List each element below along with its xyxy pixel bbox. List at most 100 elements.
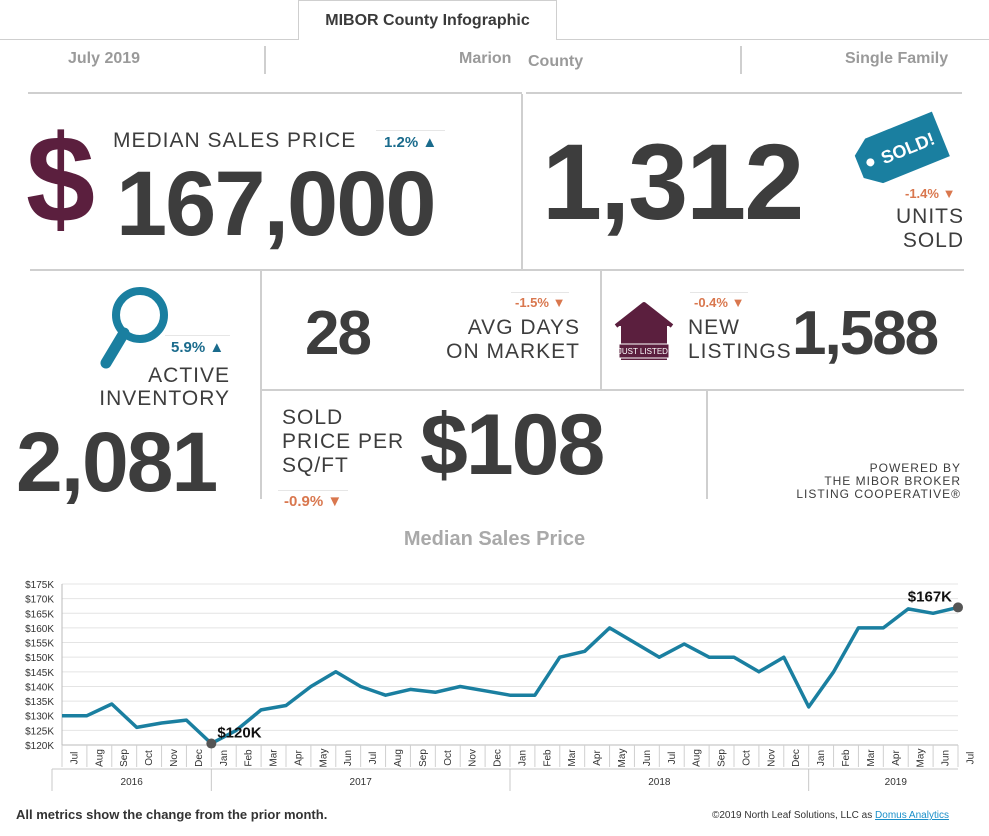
month-label: May xyxy=(318,749,329,768)
month-label: Oct xyxy=(443,750,454,766)
y-tick-label: $175K xyxy=(25,580,54,591)
month-label: Jul xyxy=(667,752,678,765)
month-label: Mar xyxy=(269,749,280,767)
month-label: Mar xyxy=(567,749,578,767)
avg-days-value: 28 xyxy=(305,299,372,368)
new-listings-value: 1,588 xyxy=(792,299,939,368)
median-price-chart: $120K $125K $130K $135K $140K $145K $150K $155K… xyxy=(25,580,976,791)
y-tick-label: $140K xyxy=(25,682,54,693)
grid-line xyxy=(28,92,522,94)
period-filter[interactable]: July 2019 xyxy=(68,50,141,67)
month-label: Jan xyxy=(816,750,827,766)
inventory-value: 2,081 xyxy=(16,415,218,509)
magnifier-icon xyxy=(100,287,168,369)
month-label: Jul xyxy=(368,752,379,765)
median-price-label: MEDIAN SALES PRICE xyxy=(113,129,357,152)
month-label: May xyxy=(617,749,628,768)
annotation-point xyxy=(953,602,963,613)
month-label: Aug xyxy=(94,749,105,767)
year-label: 2018 xyxy=(648,777,671,788)
powered-by: POWERED BY THE MIBOR BROKER LISTING COOP… xyxy=(796,461,961,501)
chart-title: Median Sales Price xyxy=(403,528,586,550)
month-label: Apr xyxy=(592,750,603,766)
tab-county-infographic[interactable]: MIBOR County Infographic xyxy=(298,0,557,40)
inventory-label-1: ACTIVE xyxy=(148,364,230,387)
sold-tag-icon: SOLD! xyxy=(854,111,950,184)
month-label: Apr xyxy=(293,750,304,766)
month-label: Jan xyxy=(517,750,528,766)
y-tick-label: $130K xyxy=(25,712,54,723)
property-type-filter[interactable]: Single Family xyxy=(845,50,949,67)
month-label: Oct xyxy=(741,750,752,766)
month-label: Aug xyxy=(692,749,703,767)
avg-days-label-1: AVG DAYS xyxy=(467,316,580,339)
just-listed-text: JUST LISTED! xyxy=(618,347,670,356)
month-label: Jan xyxy=(219,750,230,766)
grid-line xyxy=(260,271,262,499)
year-label: 2016 xyxy=(121,777,144,788)
new-listings-label-2: LISTINGS xyxy=(688,340,792,363)
sqft-label-3: SQ/FT xyxy=(282,454,349,477)
area-filter-type[interactable]: County xyxy=(528,53,584,70)
y-tick-label: $150K xyxy=(25,653,54,664)
y-tick-label: $125K xyxy=(25,726,54,737)
month-label: Jun xyxy=(941,750,952,766)
month-label: Dec xyxy=(791,749,802,767)
month-label: Feb xyxy=(244,749,255,767)
month-label: Jun xyxy=(642,750,653,766)
month-label: Feb xyxy=(841,749,852,767)
y-tick-label: $135K xyxy=(25,697,54,708)
month-label: Sep xyxy=(418,749,429,767)
units-sold-label-1: UNITS xyxy=(896,205,964,228)
month-label: Aug xyxy=(393,749,404,767)
y-tick-label: $165K xyxy=(25,609,54,620)
domus-analytics-link[interactable]: Domus Analytics xyxy=(875,810,949,821)
month-label: Nov xyxy=(468,749,479,767)
y-tick-label: $160K xyxy=(25,624,54,635)
annotation-point xyxy=(206,738,217,749)
avg-days-label-2: ON MARKET xyxy=(446,340,580,363)
month-label: Nov xyxy=(766,749,777,767)
area-filter-name[interactable]: Marion xyxy=(459,50,512,67)
month-label: Oct xyxy=(144,750,155,766)
month-label: Dec xyxy=(194,749,205,767)
month-label: Jun xyxy=(343,750,354,766)
house-listed-icon: JUST LISTED! xyxy=(614,302,674,360)
y-tick-label: $170K xyxy=(25,595,54,606)
y-tick-label: $145K xyxy=(25,668,54,679)
grid-line xyxy=(526,92,962,94)
grid-line xyxy=(30,269,964,271)
month-label: Feb xyxy=(542,749,553,767)
sqft-value: $108 xyxy=(420,397,605,493)
year-label: 2017 xyxy=(350,777,373,788)
units-sold-label-2: SOLD xyxy=(902,229,964,252)
sqft-label-2: PRICE PER xyxy=(282,430,405,453)
divider xyxy=(264,46,266,74)
month-label: Sep xyxy=(119,749,130,767)
month-label: May xyxy=(916,749,927,768)
annotation-label: $167K xyxy=(908,588,952,605)
new-listings-label-1: NEW xyxy=(688,316,740,339)
median-price-change: 1.2% ▲ xyxy=(376,130,446,154)
divider xyxy=(740,46,742,74)
units-sold-change: -1.4% ▼ xyxy=(905,186,956,201)
y-tick-label: $155K xyxy=(25,639,54,650)
month-label: Apr xyxy=(891,750,902,766)
median-price-value: 167,000 xyxy=(116,153,437,255)
units-sold-value: 1,312 xyxy=(542,121,804,242)
grid-line xyxy=(600,271,602,389)
inventory-change: 5.9% ▲ xyxy=(165,335,231,359)
month-label: Dec xyxy=(493,749,504,767)
month-label: Mar xyxy=(866,749,877,767)
month-label: Jul xyxy=(69,752,80,765)
month-label: Jul xyxy=(965,752,976,765)
y-tick-label: $120K xyxy=(25,741,54,752)
grid-line xyxy=(521,94,523,270)
annotation-label: $120K xyxy=(217,725,261,742)
inventory-label-2: INVENTORY xyxy=(99,387,230,410)
avg-days-change: -1.5% ▼ xyxy=(511,292,570,312)
grid-line xyxy=(262,389,964,391)
sqft-change: -0.9% ▼ xyxy=(278,490,349,512)
sqft-label-1: SOLD xyxy=(282,406,344,429)
month-label: Nov xyxy=(169,749,180,767)
